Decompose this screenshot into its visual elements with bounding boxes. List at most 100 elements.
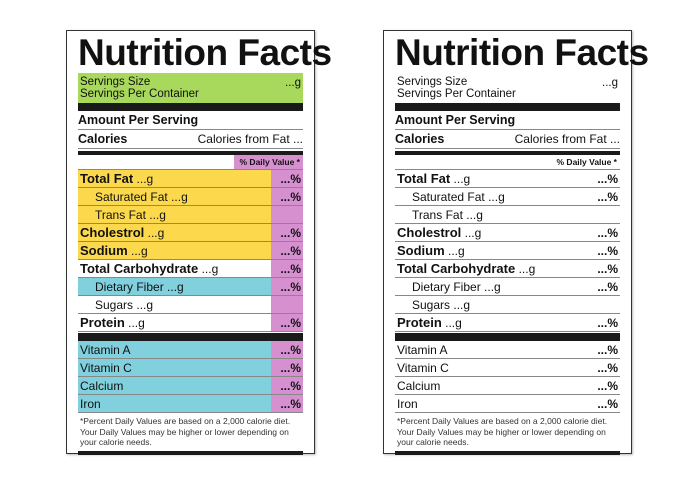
servings-per-container: Servings Per Container [80, 88, 199, 100]
servings-per-container: Servings Per Container [397, 88, 516, 100]
divider [395, 151, 620, 155]
nutrient-amount: ...g [128, 316, 145, 330]
servings-size: Servings Size [397, 76, 468, 88]
servings-size: Servings Size [80, 76, 151, 88]
amount-per-serving: Amount Per Serving [395, 111, 620, 130]
nutrient-row: Sugars ...g [395, 296, 620, 314]
nutrient-daily-percent: ...% [597, 172, 618, 186]
vitamin-row: Vitamin C ...% [78, 359, 303, 377]
nutrient-row: Sodium ...g ...% [395, 242, 620, 260]
nutrient-row: Trans Fat ...g [78, 206, 303, 224]
vitamin-name: Calcium [80, 379, 124, 393]
label-title: Nutrition Facts [78, 32, 332, 73]
calories-label: Calories [395, 132, 445, 146]
nutrient-row: Protein ...g ...% [395, 314, 620, 332]
calories-row: Calories Calories from Fat ... [78, 130, 303, 149]
nutrient-name: Sodium [397, 243, 445, 258]
daily-value-header: % Daily Value * [78, 155, 303, 170]
nutrient-row: Total Fat ...g ...% [395, 170, 620, 188]
nutrient-name: Cholestrol [397, 225, 462, 240]
nutrient-row: Cholestrol ...g ...% [395, 224, 620, 242]
nutrient-amount: ...g [466, 208, 483, 222]
nutrient-name: Sugars [412, 298, 451, 312]
nutrient-amount: ...g [131, 244, 148, 258]
divider [78, 103, 303, 111]
nutrient-name: Sodium [80, 243, 128, 258]
nutrient-name: Total Fat [80, 171, 134, 186]
divider [395, 451, 620, 455]
footnote: *Percent Daily Values are based on a 2,0… [397, 416, 608, 447]
vitamin-row: Vitamin A ...% [78, 341, 303, 359]
nutrient-daily-percent [588, 296, 620, 313]
nutrient-amount: ...g [171, 190, 188, 204]
nutrient-daily-percent: ...% [271, 314, 303, 331]
nutrient-daily-percent: ...% [597, 226, 618, 240]
vitamin-daily-percent: ...% [597, 361, 618, 375]
calories-row: Calories Calories from Fat ... [395, 130, 620, 149]
daily-value-label: % Daily Value * [233, 155, 303, 169]
nutrient-daily-percent: ...% [271, 278, 303, 295]
nutrient-amount: ...g [136, 298, 154, 312]
nutrient-name: Dietary Fiber [95, 280, 164, 294]
daily-value-header: % Daily Value * [395, 155, 620, 170]
servings-section: Servings Size Servings Per Container ...… [395, 73, 620, 103]
vitamin-name: Iron [80, 397, 101, 411]
nutrient-daily-percent: ...% [597, 190, 618, 204]
footnote: *Percent Daily Values are based on a 2,0… [80, 416, 291, 447]
nutrient-amount: ...g [136, 172, 154, 186]
nutrient-amount: ...g [201, 262, 219, 276]
divider [78, 451, 303, 455]
vitamin-name: Iron [397, 397, 418, 411]
nutrient-daily-percent [271, 206, 303, 223]
nutrient-row: Protein ...g ...% [78, 314, 303, 332]
nutrient-daily-percent [588, 206, 620, 223]
label-title: Nutrition Facts [395, 32, 649, 73]
nutrient-amount: ...g [147, 226, 165, 240]
vitamin-daily-percent: ...% [271, 359, 303, 376]
nutrient-name: Protein [80, 315, 125, 330]
nutrient-row: Trans Fat ...g [395, 206, 620, 224]
nutrient-daily-percent: ...% [597, 280, 618, 294]
vitamin-row: Vitamin C ...% [395, 359, 620, 377]
vitamin-name: Vitamin C [80, 361, 132, 375]
nutrient-row: Dietary Fiber ...g ...% [395, 278, 620, 296]
vitamin-row: Calcium ...% [78, 377, 303, 395]
nutrient-row: Saturated Fat ...g ...% [395, 188, 620, 206]
nutrient-name: Dietary Fiber [412, 280, 481, 294]
calories-label: Calories [78, 132, 128, 146]
nutrient-name: Trans Fat [412, 208, 463, 222]
nutrient-name: Total Fat [397, 171, 451, 186]
nutrient-daily-percent: ...% [597, 316, 618, 330]
nutrient-row: Total Fat ...g ...% [78, 170, 303, 188]
nutrient-amount: ...g [464, 226, 482, 240]
nutrient-name: Saturated Fat [412, 190, 485, 204]
nutrient-name: Total Carbohydrate [80, 261, 199, 276]
nutrient-amount: ...g [484, 280, 501, 294]
servings-size-value: ...g [602, 77, 618, 89]
nutrient-daily-percent: ...% [271, 188, 303, 205]
calories-from-fat: Calories from Fat ... [197, 132, 303, 146]
vitamin-name: Calcium [397, 379, 441, 393]
nutrient-row: Total Carbohydrate ...g ...% [78, 260, 303, 278]
nutrient-daily-percent: ...% [597, 262, 618, 276]
nutrient-amount: ...g [518, 262, 536, 276]
divider [395, 103, 620, 111]
nutrient-amount: ...g [445, 316, 462, 330]
daily-value-label: % Daily Value * [556, 157, 617, 167]
vitamin-row: Iron ...% [395, 395, 620, 413]
nutrient-row: Dietary Fiber ...g ...% [78, 278, 303, 296]
vitamin-daily-percent: ...% [597, 397, 618, 411]
nutrient-name: Sugars [95, 298, 134, 312]
nutrient-daily-percent: ...% [271, 224, 303, 241]
calories-from-fat: Calories from Fat ... [514, 132, 620, 146]
nutrition-label-plain: Nutrition Facts Servings Size Servings P… [383, 30, 649, 455]
nutrient-amount: ...g [488, 190, 505, 204]
nutrient-daily-percent: ...% [597, 244, 618, 258]
amount-per-serving: Amount Per Serving [78, 111, 303, 130]
nutrient-row: Saturated Fat ...g ...% [78, 188, 303, 206]
nutrient-row: Sugars ...g [78, 296, 303, 314]
vitamin-daily-percent: ...% [597, 379, 618, 393]
nutrient-amount: ...g [453, 298, 471, 312]
vitamin-row: Iron ...% [78, 395, 303, 413]
nutrient-name: Trans Fat [95, 208, 146, 222]
